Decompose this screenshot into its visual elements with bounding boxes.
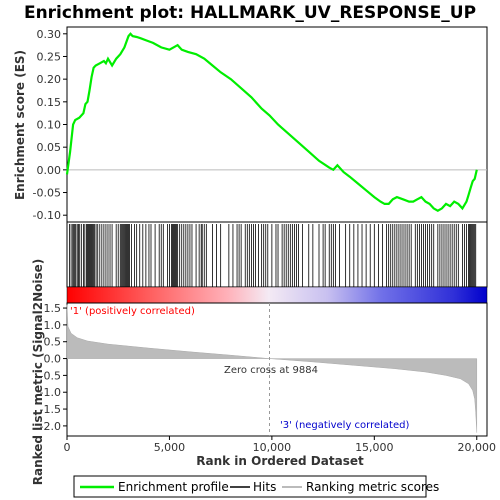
enrichment-panel: -0.10 -0.05 0.00 0.05 0.10 0.15 0.20 0.25 0.30 E… xyxy=(13,26,488,223)
enrichment-profile-line xyxy=(65,32,478,212)
xtick-label: 5,000 xyxy=(154,441,186,454)
legend-enrichment-label: Enrichment profile xyxy=(118,480,229,494)
metric-ytick-label: 0.0 xyxy=(44,353,62,366)
es-ytick-label: 0.10 xyxy=(37,119,62,132)
hits-area xyxy=(66,221,488,288)
es-ytick-label: 0.05 xyxy=(37,141,62,154)
ranked-metric-panel: -2.0 -1.5 -1.0 -0.5 0.0 0.5 1.0 1.5 '1' (positi… xyxy=(31,259,488,486)
metric-ytick-label: 1.5 xyxy=(44,302,62,315)
ranking-heat-bar xyxy=(66,286,488,304)
xtick-label: 0 xyxy=(64,441,71,454)
metric-axis-label: Ranked list metric (Signal2Noise) xyxy=(31,259,45,486)
xtick-label: 15,000 xyxy=(355,441,394,454)
chart-title: Enrichment plot: HALLMARK_UV_RESPONSE_UP xyxy=(24,3,476,23)
es-ytick-label: 0.25 xyxy=(37,50,62,63)
metric-ytick-label: 1.0 xyxy=(44,319,62,332)
es-ytick-label: -0.10 xyxy=(33,209,61,222)
es-ytick-label: 0.30 xyxy=(37,28,62,41)
hits-panel xyxy=(66,221,488,288)
heat-gradient xyxy=(66,286,488,304)
metric-ytick-label: -1.5 xyxy=(40,403,61,416)
xtick-label: 10,000 xyxy=(253,441,292,454)
es-axis-label: Enrichment score (ES) xyxy=(13,50,27,200)
positive-correlated-label: '1' (positively correlated) xyxy=(70,306,195,317)
es-ytick-label: -0.05 xyxy=(33,187,61,200)
metric-ytick-label: -0.5 xyxy=(40,369,61,382)
negative-correlated-label: '3' (negatively correlated) xyxy=(280,420,409,431)
metric-ytick-label: -1.0 xyxy=(40,386,61,399)
xtick-label: 20,000 xyxy=(458,441,497,454)
es-ytick-label: 0.15 xyxy=(37,96,62,109)
legend-metric-label: Ranking metric scores xyxy=(306,480,439,494)
metric-ytick-label: 0.5 xyxy=(44,336,62,349)
legend: Enrichment profile Hits Ranking metric s… xyxy=(73,475,439,498)
es-ytick-label: 0.00 xyxy=(37,164,62,177)
ranking-metric-area xyxy=(66,304,478,433)
x-axis-label: Rank in Ordered Dataset xyxy=(196,454,364,468)
zero-cross-label: Zero cross at 9884 xyxy=(224,365,318,376)
legend-hits-label: Hits xyxy=(253,480,276,494)
es-ytick-label: 0.20 xyxy=(37,73,62,86)
metric-ytick-label: -2.0 xyxy=(40,420,61,433)
